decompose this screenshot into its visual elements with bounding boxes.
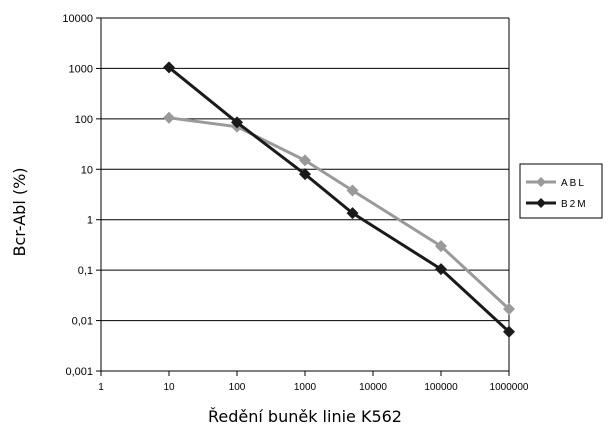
y-tick-label: 0,1 xyxy=(78,265,93,277)
y-axis-title: Bcr-Abl (%) xyxy=(10,167,29,256)
y-tick-label: 1 xyxy=(87,215,93,227)
x-tick-label: 100 xyxy=(229,382,246,393)
x-tick-label: 10000 xyxy=(359,382,387,393)
legend-swatch-marker xyxy=(536,198,546,208)
data-point xyxy=(503,325,515,338)
legend-box xyxy=(519,163,603,219)
x-tick-label: 1000000 xyxy=(490,382,529,393)
y-tick-label: 0,01 xyxy=(72,316,93,328)
series-b2m xyxy=(163,61,515,338)
x-tick-label: 100000 xyxy=(424,382,458,393)
x-tick-label: 10 xyxy=(163,382,175,393)
legend-label: B2M xyxy=(561,199,588,210)
y-tick-labels: 0,001 0,01 0,1 1 10 100 1000 10000 xyxy=(62,13,93,378)
y-tick-label: 10000 xyxy=(62,13,93,25)
data-point xyxy=(435,263,447,276)
data-point xyxy=(346,207,359,220)
legend-item-b2m: B2M xyxy=(526,198,588,210)
data-point xyxy=(346,184,359,197)
series-line xyxy=(168,116,511,311)
legend-item-abl: ABL xyxy=(526,177,586,189)
x-tick-label: 1000 xyxy=(294,382,317,393)
legend-swatch-marker xyxy=(536,177,546,187)
x-tick-label: 1 xyxy=(98,382,104,393)
series-abl xyxy=(163,111,515,315)
data-point xyxy=(299,168,311,181)
data-point xyxy=(503,302,515,315)
data-point xyxy=(299,154,311,167)
data-point xyxy=(435,240,447,253)
y-tick-label: 1000 xyxy=(69,63,93,75)
series-line xyxy=(168,66,511,333)
axes xyxy=(96,17,510,376)
x-axis-title: Ředění buněk linie K562 xyxy=(208,407,402,426)
y-tick-label: 100 xyxy=(75,114,93,126)
data-point xyxy=(163,111,175,124)
legend-label: ABL xyxy=(561,178,586,189)
series xyxy=(163,61,515,338)
data-point xyxy=(163,61,175,74)
x-tick-labels: 1 10 100 1000 10000 100000 1000000 xyxy=(98,382,529,393)
legend: ABL B2M xyxy=(519,163,603,219)
y-tick-label: 0,001 xyxy=(65,366,93,378)
grid xyxy=(101,17,509,372)
y-tick-label: 10 xyxy=(81,164,93,176)
data-point xyxy=(231,116,243,129)
